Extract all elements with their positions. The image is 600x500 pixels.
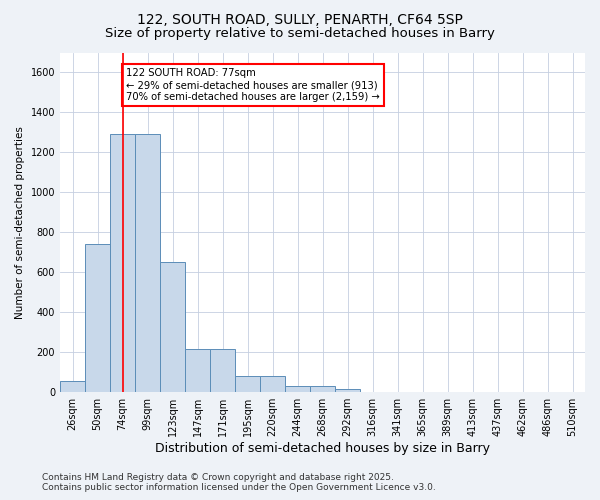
- Text: 122, SOUTH ROAD, SULLY, PENARTH, CF64 5SP: 122, SOUTH ROAD, SULLY, PENARTH, CF64 5S…: [137, 12, 463, 26]
- Bar: [285, 386, 310, 392]
- Bar: [110, 134, 135, 392]
- Bar: [310, 386, 335, 392]
- Bar: [260, 376, 285, 392]
- Bar: [235, 376, 260, 392]
- Bar: [210, 349, 235, 392]
- Bar: [185, 349, 210, 392]
- Text: 122 SOUTH ROAD: 77sqm
← 29% of semi-detached houses are smaller (913)
70% of sem: 122 SOUTH ROAD: 77sqm ← 29% of semi-deta…: [126, 68, 380, 102]
- Text: Contains HM Land Registry data © Crown copyright and database right 2025.
Contai: Contains HM Land Registry data © Crown c…: [42, 473, 436, 492]
- X-axis label: Distribution of semi-detached houses by size in Barry: Distribution of semi-detached houses by …: [155, 442, 490, 455]
- Bar: [135, 134, 160, 392]
- Bar: [60, 381, 85, 392]
- Bar: [160, 262, 185, 392]
- Bar: [85, 244, 110, 392]
- Text: Size of property relative to semi-detached houses in Barry: Size of property relative to semi-detach…: [105, 28, 495, 40]
- Y-axis label: Number of semi-detached properties: Number of semi-detached properties: [15, 126, 25, 319]
- Bar: [335, 389, 360, 392]
